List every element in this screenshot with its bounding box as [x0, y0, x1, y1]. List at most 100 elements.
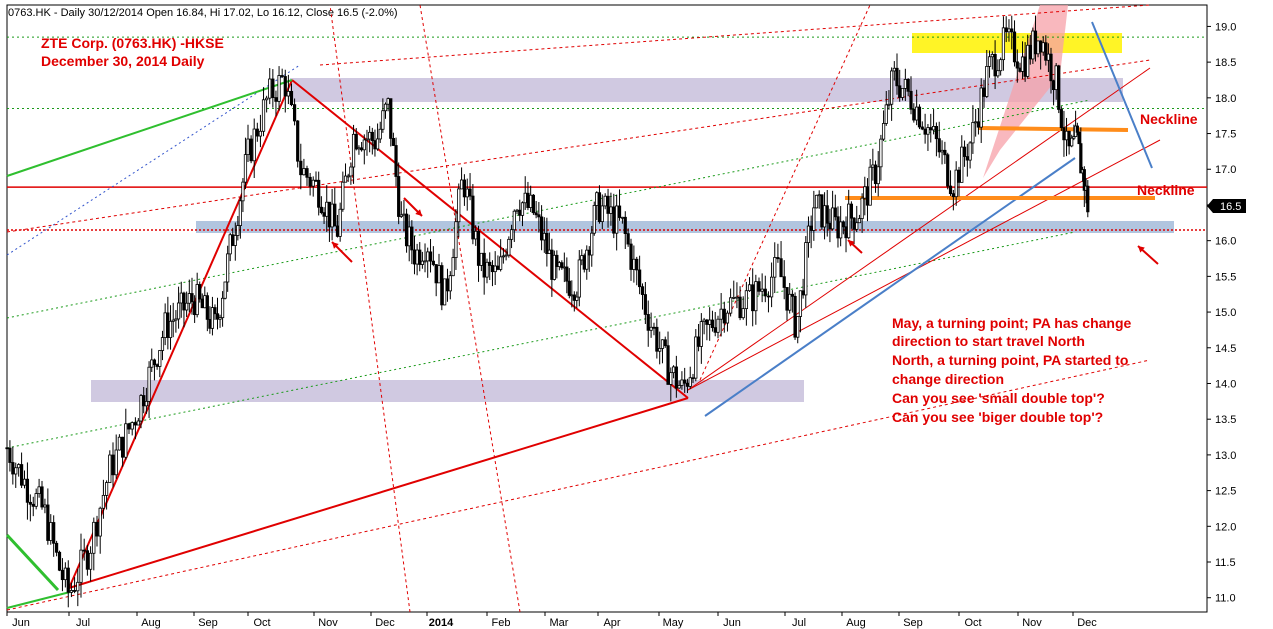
candle-body — [747, 284, 752, 292]
candle-body — [412, 249, 417, 265]
candle-body — [228, 234, 232, 255]
candle-body — [171, 319, 175, 322]
candle-body — [817, 194, 821, 197]
candle-body — [22, 478, 27, 486]
candle-body — [773, 257, 777, 278]
candle-body — [587, 249, 591, 256]
candle-body — [534, 212, 538, 216]
candle-body — [844, 226, 848, 239]
candle-body — [640, 286, 645, 295]
candle-body — [1033, 30, 1038, 55]
candle-body — [127, 423, 131, 430]
candle-body — [585, 249, 589, 270]
annotation-line-5: Can you see 'small double top'? — [892, 390, 1105, 406]
y-tick-label: 12.0 — [1215, 521, 1236, 533]
candle-body — [482, 252, 486, 278]
candle-body — [333, 203, 337, 227]
candle-body — [741, 308, 745, 319]
candle-body — [732, 296, 736, 299]
candle-body — [820, 194, 824, 228]
candle-body — [863, 186, 867, 199]
candle-body — [1015, 61, 1019, 69]
candle-body — [98, 507, 102, 537]
candle-body — [381, 110, 385, 130]
candle-body — [597, 192, 602, 223]
candle-body — [962, 146, 967, 157]
candle-body — [190, 293, 194, 303]
candle-body — [142, 395, 146, 407]
candle-body — [580, 255, 584, 261]
red-arrow-head — [848, 240, 855, 247]
x-tick-label: Jun — [723, 617, 741, 629]
candle-body — [176, 302, 181, 320]
candle-body — [370, 131, 374, 141]
candle-body — [629, 243, 633, 270]
candle-body — [52, 522, 56, 544]
candle-body — [923, 128, 927, 135]
candle-body — [283, 76, 287, 97]
candle-body — [993, 53, 997, 77]
candle-body — [410, 226, 414, 251]
candle-body — [66, 567, 70, 593]
candle-body — [779, 258, 783, 278]
green-dotted-channel-high — [6, 99, 1091, 319]
chart-title-line-1: ZTE Corp. (0763.HK) -HKSE — [41, 35, 224, 51]
candle-body — [683, 379, 687, 384]
candle-body — [570, 294, 574, 297]
candle-body — [160, 337, 165, 351]
candle-body — [699, 321, 703, 347]
candle-body — [1086, 185, 1090, 213]
candle-body — [798, 290, 803, 317]
candle-body — [375, 138, 380, 150]
candle-body — [46, 504, 50, 541]
red-rising-ray-2 — [687, 139, 1161, 391]
candle-body — [979, 87, 983, 128]
candle-body — [801, 290, 805, 296]
support-band — [196, 221, 1174, 233]
candle-body — [476, 230, 481, 266]
y-tick-label: 14.5 — [1215, 343, 1236, 355]
candle-body — [719, 308, 723, 320]
candle-body — [828, 222, 832, 230]
x-tick-label: Dec — [375, 617, 395, 629]
candle-body — [1079, 143, 1083, 174]
candle-body — [418, 249, 422, 265]
candle-body — [1023, 56, 1027, 77]
red-dashed-vertical-fan — [329, 4, 411, 613]
candle-body — [982, 87, 986, 97]
candle-body — [451, 257, 455, 277]
candle-body — [394, 145, 398, 177]
candle-body — [951, 193, 955, 198]
candle-body — [354, 133, 358, 150]
candle-body — [655, 326, 659, 352]
candle-body — [738, 296, 742, 319]
blue-rising-arrow — [704, 157, 1076, 417]
candle-body — [555, 254, 559, 267]
candle-body — [431, 260, 435, 265]
candle-body — [812, 207, 816, 231]
candle-body — [43, 504, 47, 508]
chart-title-line-2: December 30, 2014 Daily — [41, 53, 205, 69]
candle-body — [1041, 42, 1045, 53]
candle-body — [567, 280, 571, 296]
candle-body — [496, 265, 500, 270]
candle-body — [710, 319, 715, 329]
green-base-line — [6, 591, 71, 609]
candle-body — [299, 160, 303, 176]
candle-body — [671, 366, 676, 374]
candle-body — [95, 521, 99, 537]
candle-body — [948, 185, 953, 195]
candle-body — [488, 261, 492, 266]
candle-body — [929, 127, 933, 131]
candle-body — [595, 192, 599, 206]
candle-body — [271, 78, 275, 98]
green-dotted-channel-low — [6, 231, 1076, 449]
candle-body — [462, 179, 467, 198]
candle-body — [900, 87, 905, 98]
candle-body — [362, 139, 366, 151]
candle-body — [857, 218, 862, 224]
candle-body — [876, 166, 880, 185]
candle-body — [465, 188, 469, 198]
candle-body — [860, 197, 864, 219]
candle-body — [674, 366, 678, 389]
